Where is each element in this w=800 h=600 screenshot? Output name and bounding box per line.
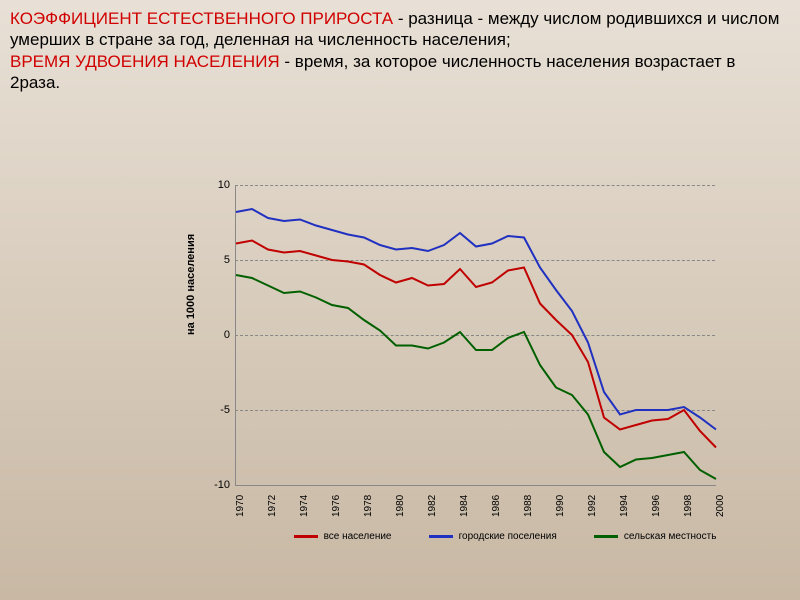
y-tick-label: -5 (205, 404, 230, 416)
x-tick-label: 1980 (395, 495, 406, 517)
slide: КОЭФФИЦИЕНТ ЕСТЕСТВЕННОГО ПРИРОСТА - раз… (0, 0, 800, 600)
x-tick-label: 1988 (523, 495, 534, 517)
y-tick-label: 5 (205, 254, 230, 266)
x-tick-label: 1998 (683, 495, 694, 517)
legend-label: все население (324, 531, 392, 542)
y-tick-label: 0 (205, 329, 230, 341)
series-line (236, 241, 716, 448)
x-tick-label: 1990 (555, 495, 566, 517)
legend-swatch-icon (294, 535, 318, 538)
chart-lines (236, 185, 716, 485)
x-tick-label: 1976 (331, 495, 342, 517)
y-tick-label: 10 (205, 179, 230, 191)
y-axis-title: на 1000 населения (185, 234, 197, 335)
legend-label: городские поселения (459, 531, 557, 542)
plot-area (235, 185, 716, 486)
title-term-2: ВРЕМЯ УДВОЕНИЯ НАСЕЛЕНИЯ (10, 52, 280, 71)
legend-label: сельская местность (624, 531, 717, 542)
line-chart: на 1000 населения -10 -5 0 5 10 1970 1972 1974… (175, 175, 735, 545)
legend-item-urban: городские поселения (429, 531, 557, 542)
legend: все население городские поселения сельск… (275, 527, 735, 545)
x-tick-label: 1994 (619, 495, 630, 517)
legend-swatch-icon (594, 535, 618, 538)
x-tick-label: 1970 (235, 495, 246, 517)
x-tick-label: 1978 (363, 495, 374, 517)
series-line (236, 275, 716, 479)
x-tick-label: 1984 (459, 495, 470, 517)
y-tick-label: -10 (205, 479, 230, 491)
series-line (236, 209, 716, 430)
x-tick-label: 1972 (267, 495, 278, 517)
x-tick-label: 2000 (715, 495, 726, 517)
x-tick-label: 1982 (427, 495, 438, 517)
legend-item-all: все население (294, 531, 392, 542)
x-tick-label: 1974 (299, 495, 310, 517)
legend-swatch-icon (429, 535, 453, 538)
legend-item-rural: сельская местность (594, 531, 717, 542)
x-tick-label: 1986 (491, 495, 502, 517)
x-tick-label: 1996 (651, 495, 662, 517)
x-tick-label: 1992 (587, 495, 598, 517)
title-term-1: КОЭФФИЦИЕНТ ЕСТЕСТВЕННОГО ПРИРОСТА (10, 9, 393, 28)
title-block: КОЭФФИЦИЕНТ ЕСТЕСТВЕННОГО ПРИРОСТА - раз… (10, 8, 790, 93)
